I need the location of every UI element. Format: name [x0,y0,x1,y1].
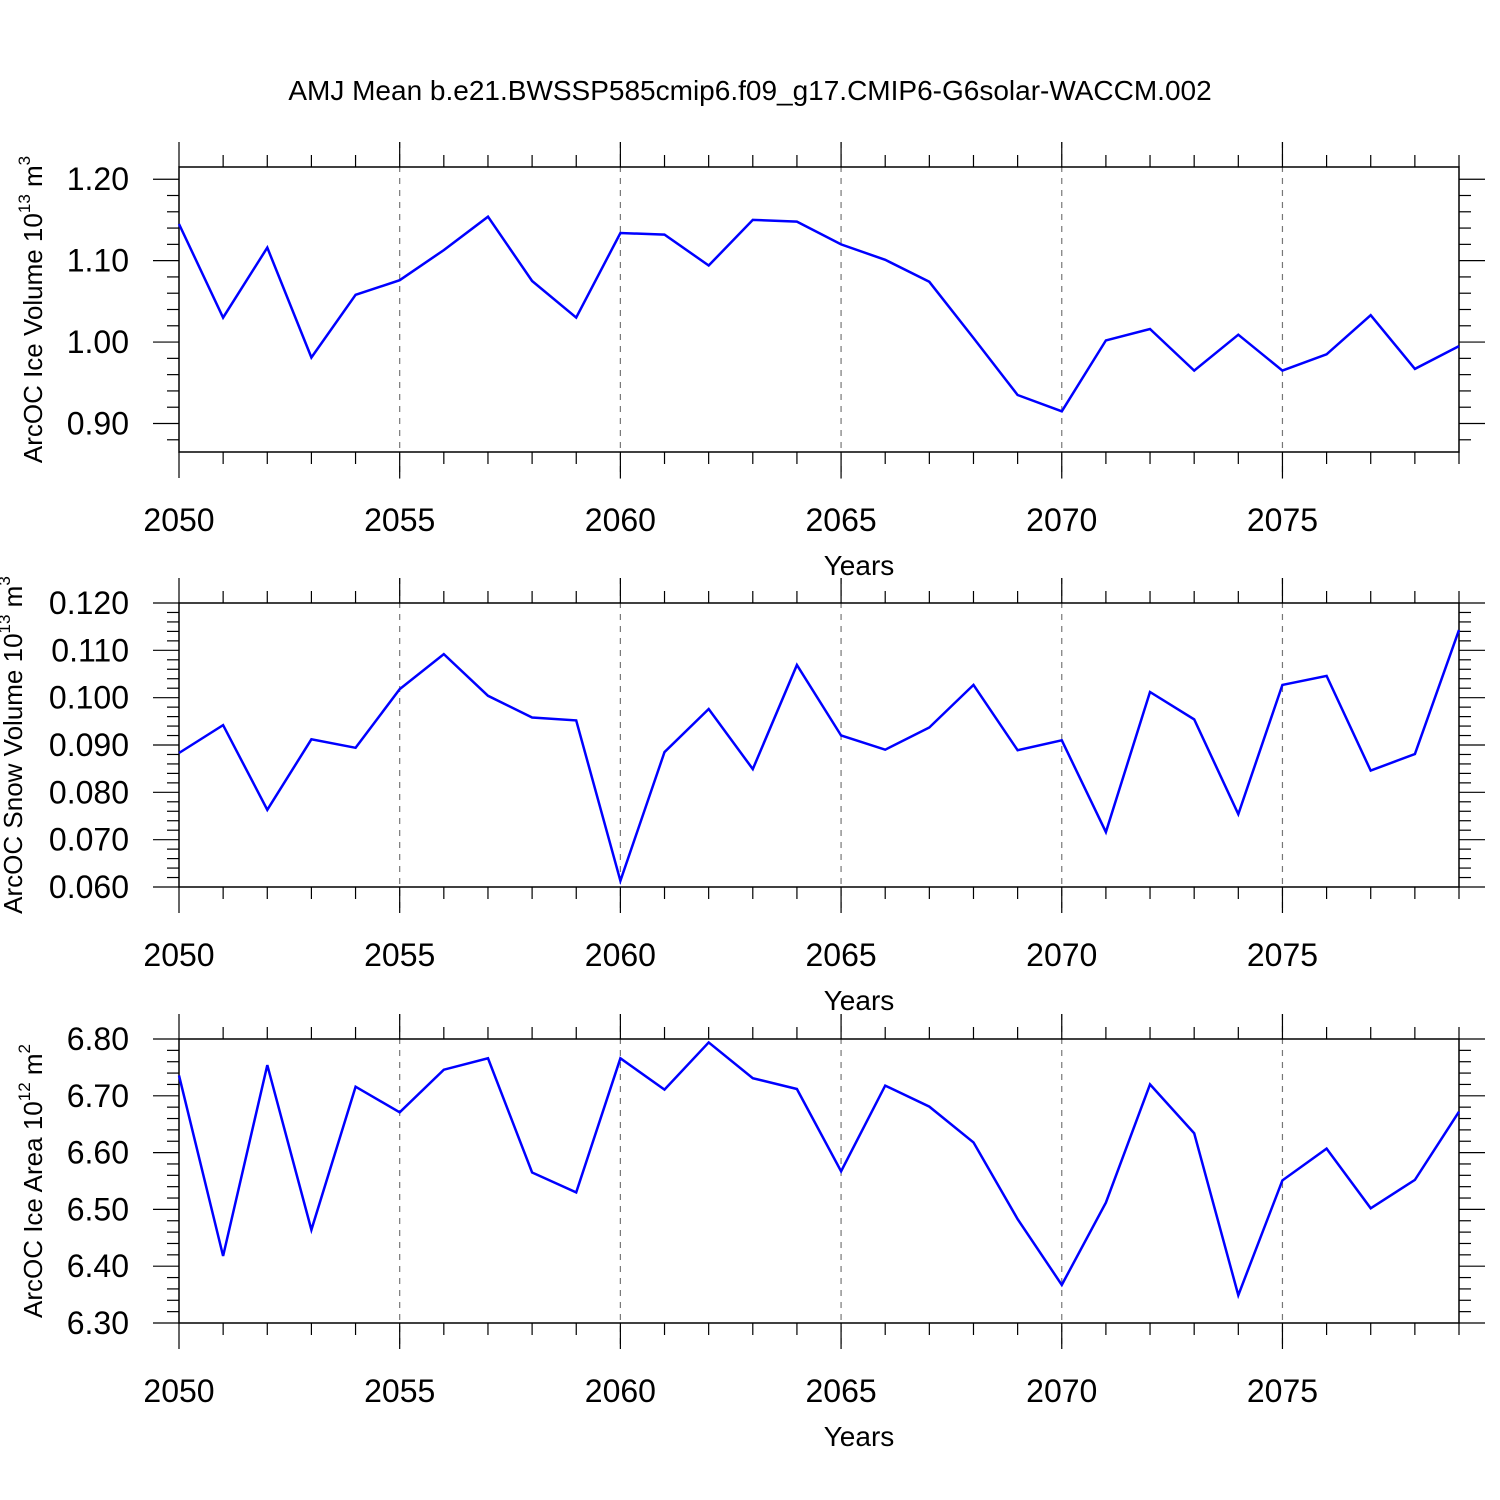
plot-frame [178,1038,1460,1324]
x-tick-label: 2070 [1026,502,1097,538]
chart-panel-2: 2050 2055 2060 2065 2070 2075 0.060 0.070 0.080 0… [0,576,1485,1016]
x-tick-label: 2065 [805,502,876,538]
x-tick-label: 2055 [364,937,435,973]
x-tick-label: 2050 [143,937,214,973]
y-tick-label: 1.20 [67,161,129,197]
x-tick-label: 2050 [143,502,214,538]
x-tick-label: 2065 [805,1373,876,1409]
x-tick-label: 2055 [364,1373,435,1409]
x-tick-label: 2060 [585,1373,656,1409]
y-tick-label: 6.60 [67,1135,129,1171]
x-tick-label: 2060 [585,502,656,538]
series-line [177,214,1460,413]
y-tick-label: 6.80 [67,1021,129,1057]
y-tick-label: 0.080 [49,774,129,810]
chart-panel-3: 2050 2055 2060 2065 2070 2075 6.30 6.40 6.50 6.60… [15,1014,1485,1452]
x-tick-label: 2075 [1247,502,1318,538]
y-tick-label: 0.100 [49,680,129,716]
y-axis-label: ArcOC Ice Volume 1013 m3 [15,156,48,463]
y-tick-label: 6.40 [67,1248,129,1284]
plot-frame [178,166,1460,453]
y-tick-label: 1.10 [67,243,129,279]
x-tick-label: 2070 [1026,1373,1097,1409]
chart-panel-1: 2050 2055 2060 2065 2070 2075 0.90 1.00 1.10 1.20… [15,142,1485,581]
y-tick-label: 0.110 [51,632,129,668]
x-axis-label: Years [824,550,895,581]
series-line [177,1040,1461,1300]
y-tick-label: 0.120 [49,585,129,621]
y-tick-label: 1.00 [67,324,129,360]
y-axis-label: ArcOC Snow Volume 1013 m3 [0,576,28,914]
y-tick-label: 0.070 [49,822,129,858]
series-line [178,629,1461,886]
chart-panels: 2050 2055 2060 2065 2070 2075 0.90 1.00 1.10 1.20… [0,142,1485,1452]
y-tick-label: 6.70 [67,1078,129,1114]
y-tick-label: 0.90 [67,406,129,442]
x-tick-label: 2075 [1247,1373,1318,1409]
plot-frame [178,602,1460,888]
x-tick-label: 2070 [1026,937,1097,973]
x-tick-label: 2060 [585,937,656,973]
x-tick-label: 2075 [1247,937,1318,973]
y-tick-label: 0.090 [49,727,129,763]
y-axis-label: ArcOC Ice Area 1012 m2 [15,1044,48,1318]
y-tick-label: 0.060 [49,869,129,905]
x-tick-label: 2050 [143,1373,214,1409]
x-tick-label: 2055 [364,502,435,538]
x-axis-label: Years [824,1421,895,1452]
x-tick-label: 2065 [805,937,876,973]
chart-title: AMJ Mean b.e21.BWSSP585cmip6.f09_g17.CMI… [288,75,1211,106]
y-tick-label: 6.50 [67,1191,129,1227]
y-tick-label: 6.30 [67,1305,129,1341]
x-axis-label: Years [824,985,895,1016]
